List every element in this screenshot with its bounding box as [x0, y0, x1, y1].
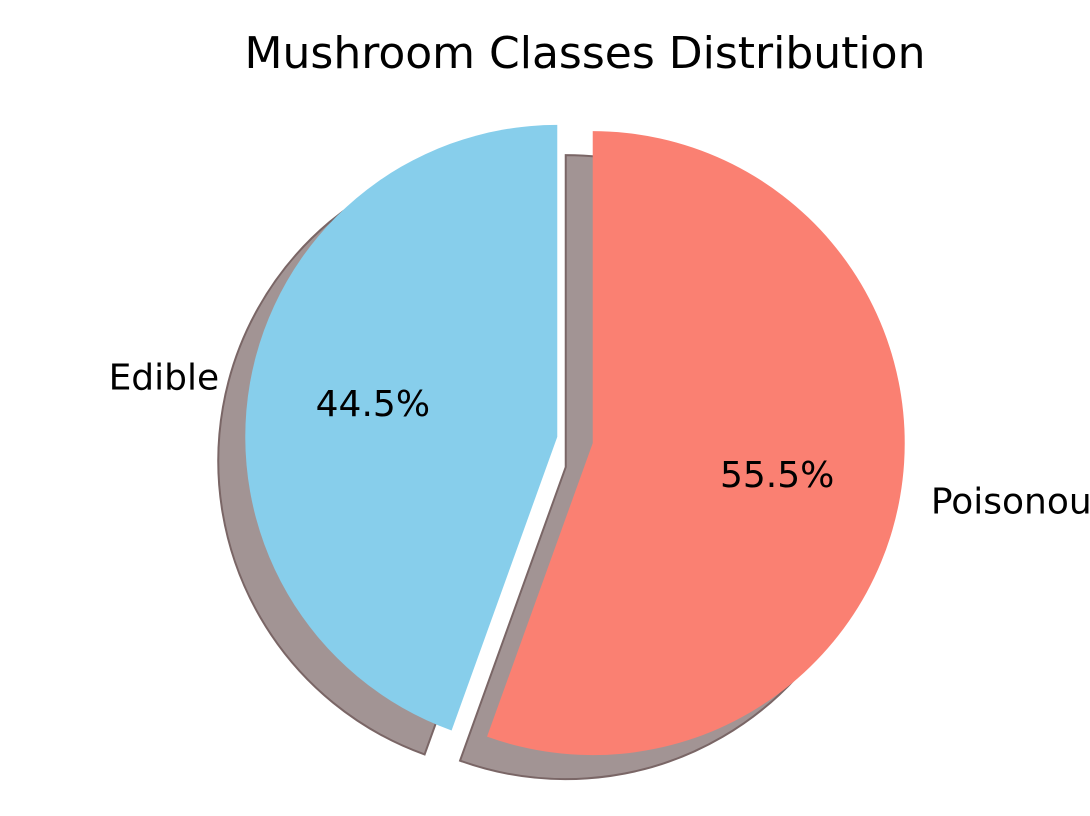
slice-label-poisonous: Poisonous [931, 482, 1090, 523]
pie-labels: Edible 44.5% Poisonous 55.5% [109, 357, 1090, 522]
pie-slices [245, 124, 905, 756]
pie-slice-poisonous [487, 131, 905, 756]
chart-title: Mushroom Classes Distribution [245, 28, 926, 79]
slice-percent-poisonous: 55.5% [720, 455, 834, 496]
slice-percent-edible: 44.5% [316, 384, 430, 425]
slice-label-edible: Edible [109, 357, 220, 398]
pie-slice-edible [245, 124, 558, 731]
